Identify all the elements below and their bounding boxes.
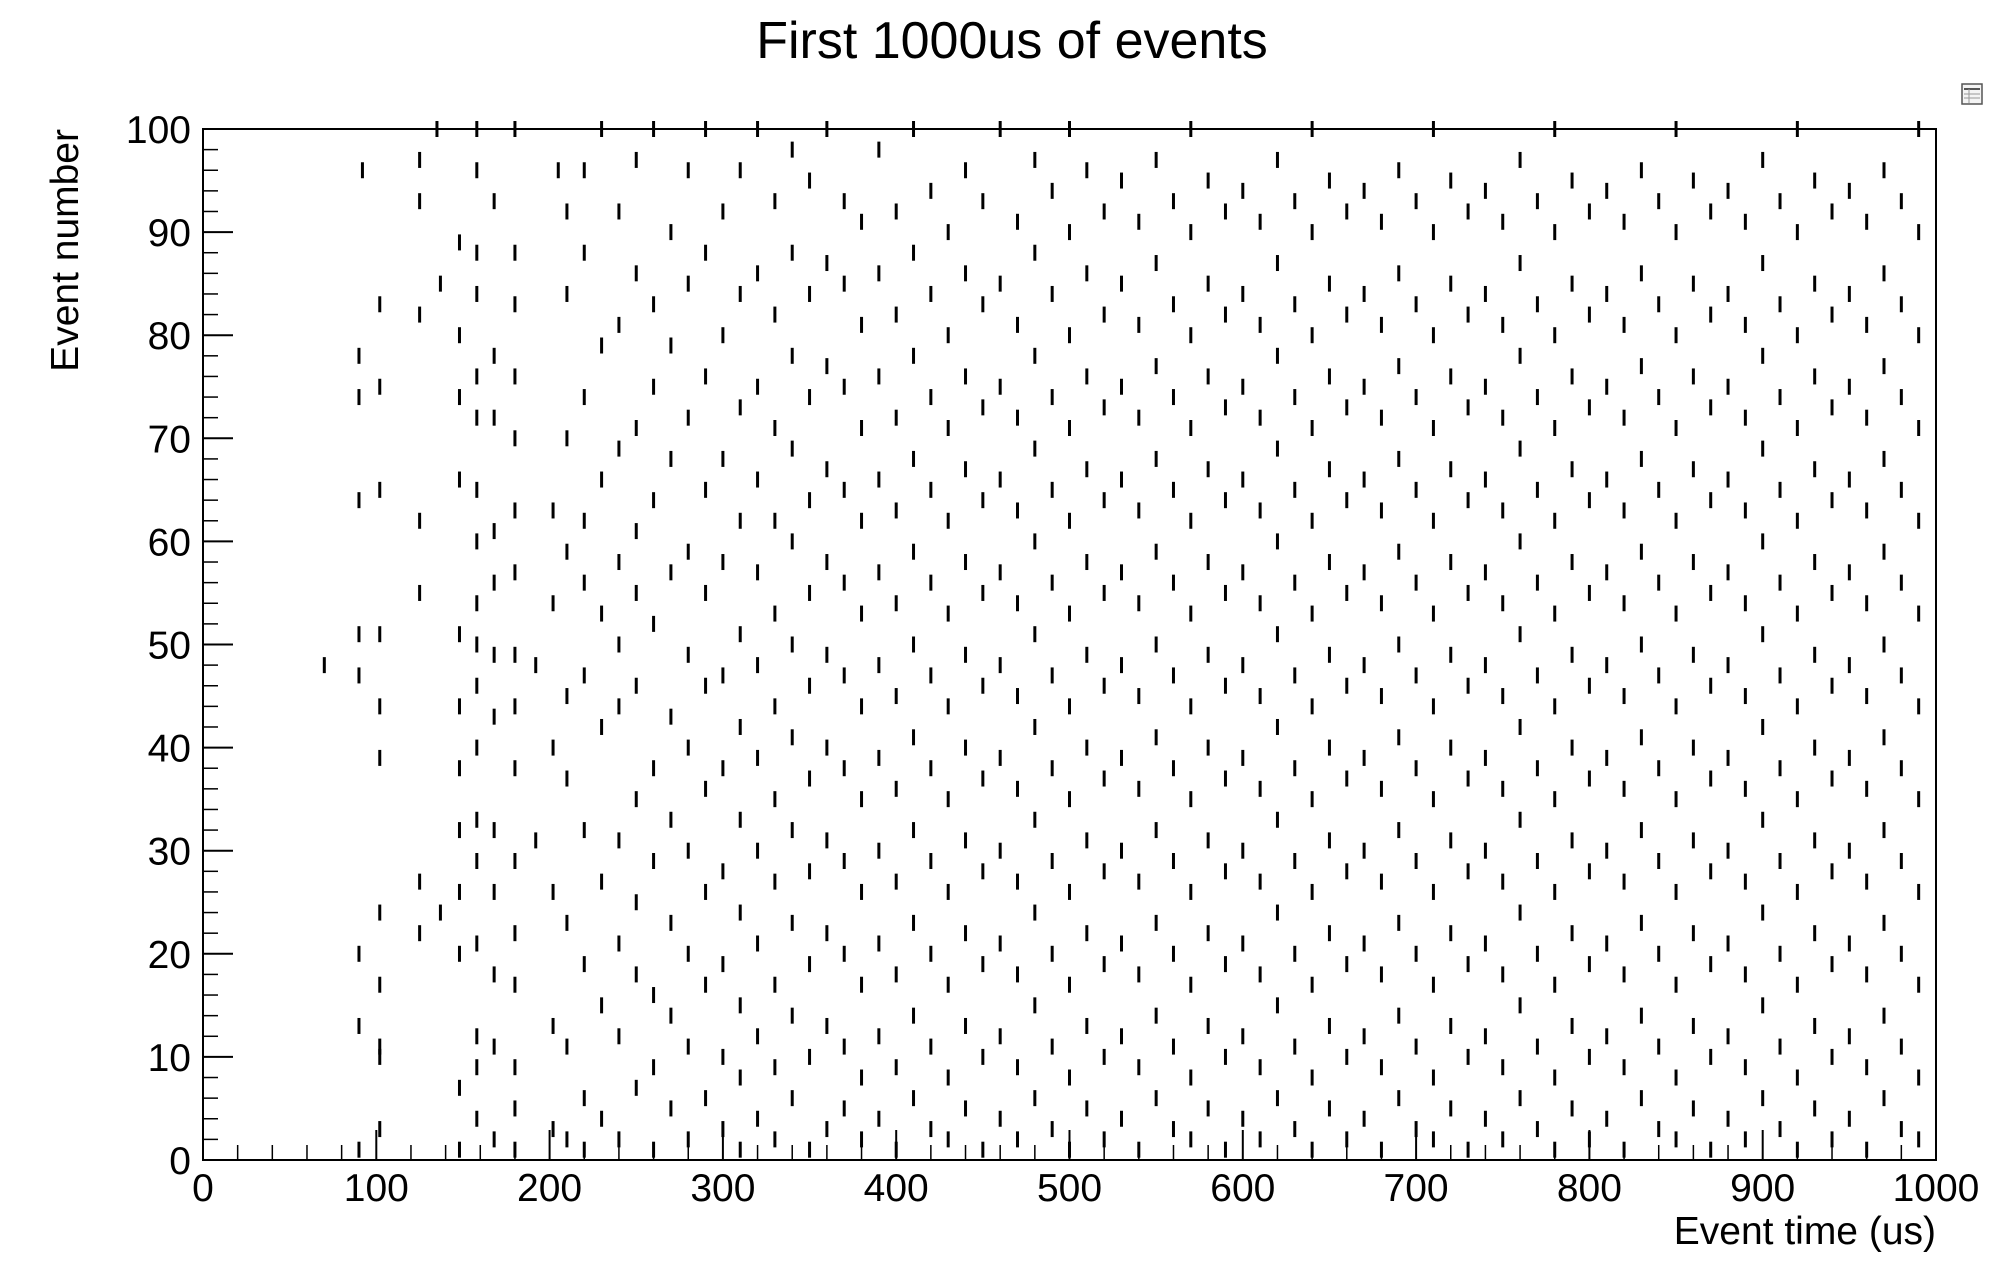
y-tick-label: 20: [148, 934, 191, 977]
y-tick-label: 80: [148, 315, 191, 358]
y-tick-label: 30: [148, 831, 191, 874]
chart-title: First 1000us of events: [756, 12, 1268, 70]
x-tick-label: 200: [517, 1167, 582, 1210]
y-axis: 0 10 20 30 40 50 60 70 80 90 100: [126, 109, 233, 1183]
x-tick-label: 500: [1037, 1167, 1102, 1210]
x-tick-label: 0: [192, 1167, 214, 1210]
x-axis-title: Event time (us): [1674, 1210, 1936, 1253]
y-tick-label: 50: [148, 625, 191, 668]
x-tick-label: 600: [1210, 1167, 1275, 1210]
plot-frame: [202, 128, 1937, 1161]
x-tick-label: 900: [1730, 1167, 1795, 1210]
y-tick-label: 100: [126, 109, 191, 152]
y-tick-label: 70: [148, 418, 191, 461]
x-tick-label: 300: [690, 1167, 755, 1210]
x-tick-label: 100: [344, 1167, 409, 1210]
event-markers: [322, 121, 1921, 1158]
y-tick-label: 10: [148, 1037, 191, 1080]
x-tick-label: 1000: [1893, 1167, 1980, 1210]
x-axis: 0 100 200 300 400 500 600 700 800 900 1000: [192, 1130, 1979, 1210]
y-tick-label: 60: [148, 521, 191, 564]
x-tick-label: 700: [1384, 1167, 1449, 1210]
x-tick-label: 400: [864, 1167, 929, 1210]
y-tick-label: 90: [148, 212, 191, 255]
x-tick-label: 800: [1557, 1167, 1622, 1210]
editor-toggle-icon[interactable]: [1961, 83, 1983, 105]
y-tick-label: 40: [148, 728, 191, 771]
y-tick-label: 0: [169, 1140, 191, 1183]
y-axis-title: Event number: [44, 129, 87, 372]
